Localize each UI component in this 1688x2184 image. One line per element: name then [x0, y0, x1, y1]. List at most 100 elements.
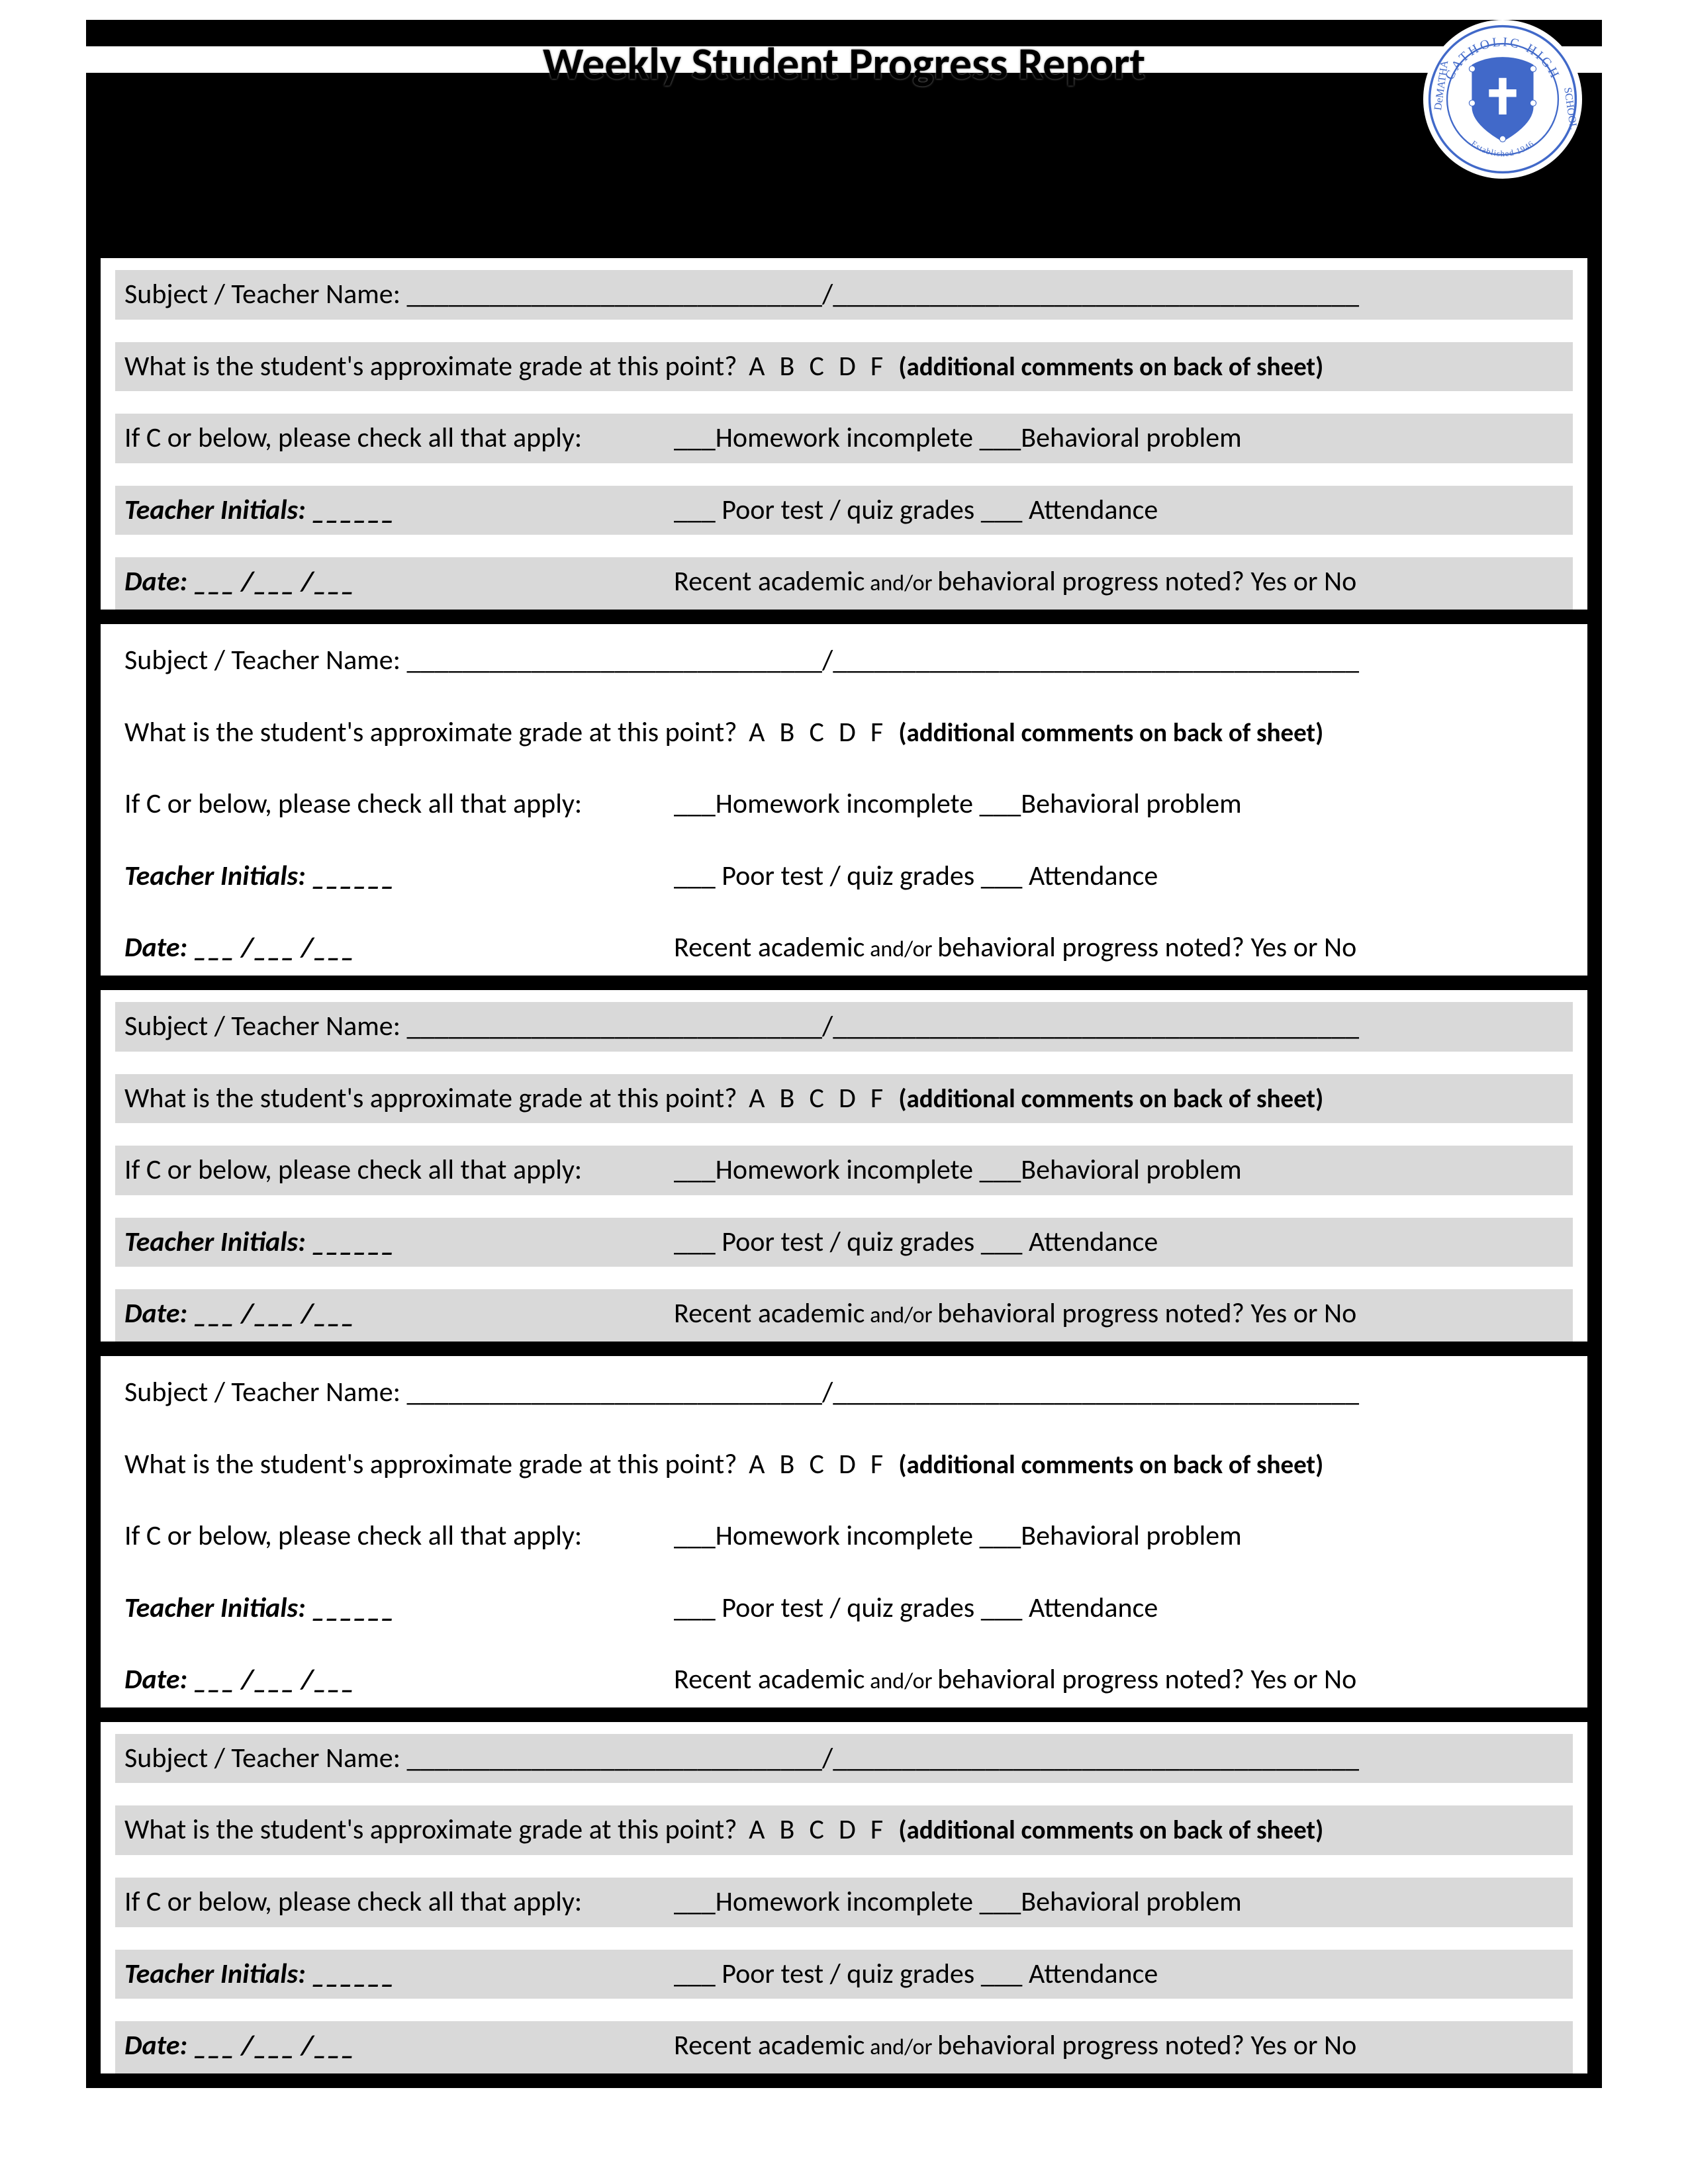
- poor-test-checkbox[interactable]: ___ Poor test / quiz grades: [674, 1225, 974, 1259]
- recent-label-1: Recent academic: [674, 1297, 865, 1330]
- subject-teacher-row: Subject / Teacher Name: ________________…: [115, 270, 1573, 320]
- progress-block: Subject / Teacher Name: ________________…: [86, 258, 1602, 624]
- poor-test-checkbox[interactable]: ___ Poor test / quiz grades: [674, 1591, 974, 1625]
- progress-block: Subject / Teacher Name: ________________…: [86, 990, 1602, 1356]
- yes-no-choice[interactable]: Yes or No: [1250, 1662, 1356, 1696]
- grade-row: What is the student's approximate grade …: [115, 342, 1573, 392]
- yes-no-choice[interactable]: Yes or No: [1250, 565, 1356, 598]
- andor-label: and/or: [865, 570, 937, 597]
- date-label[interactable]: Date: ___ /___ /___: [124, 1662, 674, 1698]
- initials-options: ___ Poor test / quiz grades ___ Attendan…: [674, 1590, 1564, 1627]
- recent-progress: Recent academic and/or behavioral progre…: [674, 2028, 1564, 2064]
- teacher-initials-label[interactable]: Teacher Initials: ______: [124, 1224, 674, 1261]
- poor-test-checkbox[interactable]: ___ Poor test / quiz grades: [674, 859, 974, 893]
- behavioral-problem-checkbox[interactable]: ___Behavioral problem: [980, 787, 1242, 821]
- page-title: Weekly Student Progress Report: [86, 36, 1602, 91]
- initials-row: Teacher Initials: _________ Poor test / …: [115, 1950, 1573, 1999]
- teacher-initials-label[interactable]: Teacher Initials: ______: [124, 1956, 674, 1993]
- andor-label: and/or: [865, 1302, 937, 1329]
- recent-label-1: Recent academic: [674, 1662, 865, 1696]
- grade-letters[interactable]: A B C D F: [743, 715, 892, 749]
- grade-letters[interactable]: A B C D F: [743, 1813, 892, 1846]
- behavioral-problem-checkbox[interactable]: ___Behavioral problem: [980, 1519, 1242, 1553]
- block-inner: Subject / Teacher Name: ________________…: [101, 624, 1587, 976]
- c-or-below-options: ___Homework incomplete ___Behavioral pro…: [674, 786, 1564, 823]
- c-or-below-label: If C or below, please check all that app…: [124, 1518, 674, 1555]
- date-label[interactable]: Date: ___ /___ /___: [124, 564, 674, 600]
- recent-label-2: behavioral progress noted?: [937, 931, 1250, 964]
- homework-incomplete-checkbox[interactable]: ___Homework incomplete: [674, 1885, 973, 1919]
- grade-question-label: What is the student's approximate grade …: [124, 1447, 743, 1481]
- school-seal: CATHOLIC HIGH Established 1946 DeMATHA S…: [1423, 20, 1582, 179]
- initials-options: ___ Poor test / quiz grades ___ Attendan…: [674, 1224, 1564, 1261]
- recent-label-1: Recent academic: [674, 931, 865, 964]
- initials-row: Teacher Initials: _________ Poor test / …: [115, 1584, 1573, 1633]
- homework-incomplete-checkbox[interactable]: ___Homework incomplete: [674, 1519, 973, 1553]
- date-label[interactable]: Date: ___ /___ /___: [124, 2028, 674, 2064]
- block-inner: Subject / Teacher Name: ________________…: [101, 1722, 1587, 2073]
- date-label[interactable]: Date: ___ /___ /___: [124, 930, 674, 966]
- progress-block: Subject / Teacher Name: ________________…: [86, 624, 1602, 990]
- yes-no-choice[interactable]: Yes or No: [1250, 1297, 1356, 1330]
- homework-incomplete-checkbox[interactable]: ___Homework incomplete: [674, 1153, 973, 1187]
- andor-label: and/or: [865, 1668, 937, 1695]
- c-or-below-options: ___Homework incomplete ___Behavioral pro…: [674, 1152, 1564, 1189]
- recent-progress: Recent academic and/or behavioral progre…: [674, 564, 1564, 600]
- block-inner: Subject / Teacher Name: ________________…: [101, 990, 1587, 1342]
- initials-options: ___ Poor test / quiz grades ___ Attendan…: [674, 492, 1564, 529]
- attendance-checkbox[interactable]: ___ Attendance: [981, 859, 1158, 893]
- subject-teacher-row: Subject / Teacher Name: ________________…: [115, 1368, 1573, 1418]
- additional-comments-label: (additional comments on back of sheet): [893, 717, 1324, 749]
- attendance-checkbox[interactable]: ___ Attendance: [981, 1957, 1158, 1991]
- yes-no-choice[interactable]: Yes or No: [1250, 931, 1356, 964]
- recent-label-1: Recent academic: [674, 565, 865, 598]
- c-or-below-options: ___Homework incomplete ___Behavioral pro…: [674, 1884, 1564, 1921]
- grade-letters[interactable]: A B C D F: [743, 1447, 892, 1481]
- homework-incomplete-checkbox[interactable]: ___Homework incomplete: [674, 787, 973, 821]
- header-band: Weekly Student Progress Report CATHOLIC …: [86, 20, 1602, 258]
- homework-incomplete-checkbox[interactable]: ___Homework incomplete: [674, 421, 973, 455]
- poor-test-checkbox[interactable]: ___ Poor test / quiz grades: [674, 1957, 974, 1991]
- yes-no-choice[interactable]: Yes or No: [1250, 2028, 1356, 2062]
- attendance-checkbox[interactable]: ___ Attendance: [981, 1591, 1158, 1625]
- progress-block: Subject / Teacher Name: ________________…: [86, 1722, 1602, 2088]
- grade-letters[interactable]: A B C D F: [743, 1081, 892, 1115]
- recent-label-1: Recent academic: [674, 2028, 865, 2062]
- attendance-checkbox[interactable]: ___ Attendance: [981, 1225, 1158, 1259]
- behavioral-problem-checkbox[interactable]: ___Behavioral problem: [980, 1885, 1242, 1919]
- attendance-checkbox[interactable]: ___ Attendance: [981, 493, 1158, 527]
- grade-row: What is the student's approximate grade …: [115, 1074, 1573, 1124]
- grade-row: What is the student's approximate grade …: [115, 1440, 1573, 1490]
- grade-row: What is the student's approximate grade …: [115, 708, 1573, 758]
- c-or-below-options: ___Homework incomplete ___Behavioral pro…: [674, 1518, 1564, 1555]
- additional-comments-label: (additional comments on back of sheet): [893, 1449, 1324, 1480]
- date-row: Date: ___ /___ /___Recent academic and/o…: [115, 2021, 1573, 2073]
- c-or-below-label: If C or below, please check all that app…: [124, 1884, 674, 1921]
- c-or-below-label: If C or below, please check all that app…: [124, 786, 674, 823]
- andor-label: and/or: [865, 936, 937, 963]
- progress-block: Subject / Teacher Name: ________________…: [86, 1356, 1602, 1722]
- poor-test-checkbox[interactable]: ___ Poor test / quiz grades: [674, 493, 974, 527]
- grade-letters[interactable]: A B C D F: [743, 349, 892, 383]
- c-or-below-row: If C or below, please check all that app…: [115, 414, 1573, 463]
- recent-progress: Recent academic and/or behavioral progre…: [674, 1662, 1564, 1698]
- c-or-below-label: If C or below, please check all that app…: [124, 1152, 674, 1189]
- teacher-initials-label[interactable]: Teacher Initials: ______: [124, 1590, 674, 1627]
- behavioral-problem-checkbox[interactable]: ___Behavioral problem: [980, 1153, 1242, 1187]
- behavioral-problem-checkbox[interactable]: ___Behavioral problem: [980, 421, 1242, 455]
- teacher-initials-label[interactable]: Teacher Initials: ______: [124, 858, 674, 895]
- initials-row: Teacher Initials: _________ Poor test / …: [115, 1218, 1573, 1267]
- teacher-initials-label[interactable]: Teacher Initials: ______: [124, 492, 674, 529]
- grade-question-label: What is the student's approximate grade …: [124, 349, 743, 383]
- grade-question-label: What is the student's approximate grade …: [124, 1081, 743, 1115]
- date-row: Date: ___ /___ /___Recent academic and/o…: [115, 1289, 1573, 1342]
- recent-label-2: behavioral progress noted?: [937, 1297, 1250, 1330]
- subject-teacher-row: Subject / Teacher Name: ________________…: [115, 1002, 1573, 1052]
- additional-comments-label: (additional comments on back of sheet): [893, 351, 1324, 383]
- recent-progress: Recent academic and/or behavioral progre…: [674, 1296, 1564, 1332]
- date-label[interactable]: Date: ___ /___ /___: [124, 1296, 674, 1332]
- c-or-below-row: If C or below, please check all that app…: [115, 1512, 1573, 1561]
- date-row: Date: ___ /___ /___Recent academic and/o…: [115, 557, 1573, 610]
- c-or-below-row: If C or below, please check all that app…: [115, 1878, 1573, 1927]
- date-row: Date: ___ /___ /___Recent academic and/o…: [115, 923, 1573, 976]
